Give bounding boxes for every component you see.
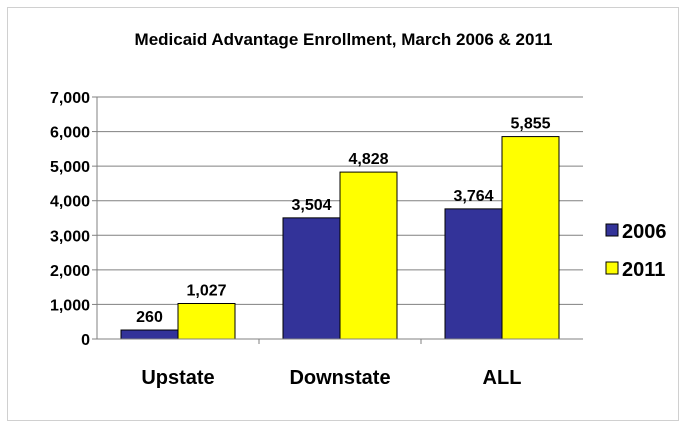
y-tick-label: 2,000 xyxy=(50,263,90,280)
y-tick-label: 3,000 xyxy=(50,228,90,245)
category-label: Upstate xyxy=(141,367,214,389)
category-label: ALL xyxy=(483,367,522,389)
bar-2011-upstate xyxy=(177,302,236,340)
legend-label: 2011 xyxy=(622,259,665,281)
bar-2011-all xyxy=(501,136,560,340)
bar-2006-downstate xyxy=(282,217,341,340)
data-label: 260 xyxy=(136,309,163,326)
category-label: Downstate xyxy=(289,367,390,389)
legend-label: 2006 xyxy=(622,221,667,243)
data-label: 1,027 xyxy=(186,282,226,299)
legend-swatch-2011 xyxy=(605,261,619,275)
y-tick-label: 6,000 xyxy=(50,125,90,142)
legend-swatch-2006 xyxy=(605,223,619,237)
bar-2011-downstate xyxy=(339,171,398,340)
data-label: 5,855 xyxy=(510,116,550,133)
data-label: 3,764 xyxy=(453,188,493,205)
data-label: 4,828 xyxy=(348,151,388,168)
y-tick-label: 0 xyxy=(81,332,90,349)
y-tick-label: 1,000 xyxy=(50,297,90,314)
data-label: 3,504 xyxy=(291,197,331,214)
bar-2006-upstate xyxy=(120,329,179,340)
y-tick-label: 4,000 xyxy=(50,194,90,211)
y-tick-label: 7,000 xyxy=(50,90,90,107)
bar-2006-all xyxy=(444,208,503,340)
y-tick-label: 5,000 xyxy=(50,159,90,176)
chart-title: Medicaid Advantage Enrollment, March 200… xyxy=(134,30,553,49)
